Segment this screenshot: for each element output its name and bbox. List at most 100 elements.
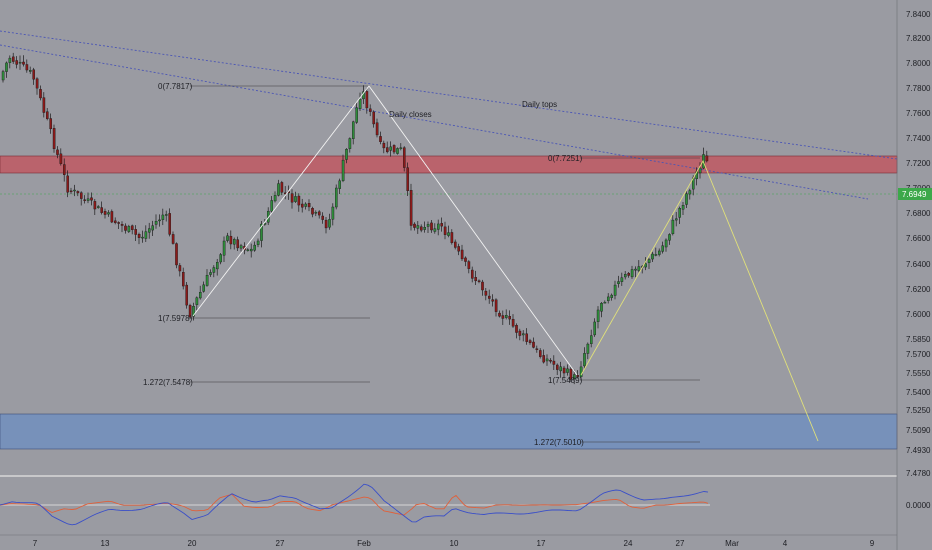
candle-body[interactable]	[467, 261, 471, 269]
candle-body[interactable]	[617, 281, 620, 284]
candle-body[interactable]	[120, 224, 124, 226]
candle-body[interactable]	[474, 277, 478, 282]
candle-body[interactable]	[144, 231, 148, 239]
candle-body[interactable]	[498, 312, 501, 317]
candle-body[interactable]	[681, 205, 685, 210]
candle-body[interactable]	[525, 333, 528, 342]
candle-body[interactable]	[511, 318, 515, 327]
candle-body[interactable]	[566, 368, 569, 373]
candle-body[interactable]	[90, 197, 93, 201]
candle-body[interactable]	[35, 78, 39, 89]
candle-body[interactable]	[253, 244, 257, 251]
candle-body[interactable]	[389, 146, 393, 151]
candle-body[interactable]	[450, 232, 454, 243]
candle-body[interactable]	[559, 366, 562, 372]
candle-body[interactable]	[613, 284, 617, 296]
candle-body[interactable]	[314, 212, 318, 214]
candle-body[interactable]	[471, 269, 474, 279]
candle-body[interactable]	[215, 262, 219, 270]
candle-body[interactable]	[134, 229, 138, 235]
candle-body[interactable]	[651, 253, 654, 260]
candle-body[interactable]	[63, 164, 66, 175]
candle-body[interactable]	[352, 121, 355, 139]
candle-body[interactable]	[76, 191, 80, 194]
candle-body[interactable]	[409, 190, 413, 226]
candle-body[interactable]	[69, 190, 73, 193]
candle-body[interactable]	[297, 195, 301, 206]
candle-body[interactable]	[256, 240, 260, 245]
candle-body[interactable]	[549, 359, 552, 362]
candle-body[interactable]	[464, 257, 467, 262]
candle-body[interactable]	[484, 290, 488, 296]
candle-body[interactable]	[46, 111, 49, 119]
candle-body[interactable]	[49, 118, 52, 130]
candle-body[interactable]	[627, 272, 630, 276]
candle-body[interactable]	[539, 350, 542, 357]
candle-body[interactable]	[331, 206, 335, 220]
candle-body[interactable]	[15, 60, 19, 65]
candle-body[interactable]	[518, 330, 522, 336]
candle-body[interactable]	[232, 239, 236, 245]
candle-body[interactable]	[164, 214, 168, 216]
candle-body[interactable]	[481, 281, 484, 291]
candle-body[interactable]	[454, 241, 457, 248]
candle-body[interactable]	[301, 203, 304, 208]
candle-body[interactable]	[579, 366, 583, 377]
candle-body[interactable]	[542, 355, 545, 363]
candle-body[interactable]	[528, 340, 532, 343]
candle-body[interactable]	[39, 89, 42, 99]
candle-body[interactable]	[107, 212, 110, 215]
candle-body[interactable]	[130, 225, 134, 230]
candle-body[interactable]	[647, 259, 651, 263]
candle-body[interactable]	[668, 234, 671, 241]
candle-body[interactable]	[137, 234, 141, 238]
candle-body[interactable]	[311, 208, 314, 215]
candle-body[interactable]	[447, 232, 450, 236]
trendline-daily-closes[interactable]	[0, 44, 869, 200]
candle-body[interactable]	[83, 199, 86, 201]
candle-body[interactable]	[416, 225, 420, 229]
candle-body[interactable]	[494, 299, 498, 312]
candle-body[interactable]	[56, 149, 59, 155]
candle-body[interactable]	[372, 111, 376, 125]
candle-body[interactable]	[151, 225, 155, 231]
candle-body[interactable]	[141, 236, 144, 239]
candle-body[interactable]	[73, 189, 76, 192]
candle-body[interactable]	[66, 175, 69, 193]
candle-body[interactable]	[586, 343, 590, 354]
candle-body[interactable]	[348, 138, 352, 149]
candle-body[interactable]	[562, 367, 566, 374]
candle-body[interactable]	[630, 269, 634, 278]
candle-body[interactable]	[607, 296, 610, 301]
candle-body[interactable]	[583, 353, 586, 367]
candle-body[interactable]	[379, 136, 382, 142]
candle-body[interactable]	[532, 341, 535, 348]
candle-body[interactable]	[96, 206, 100, 208]
candle-body[interactable]	[545, 358, 549, 362]
candle-body[interactable]	[658, 250, 661, 255]
candle-body[interactable]	[403, 147, 406, 168]
candle-body[interactable]	[32, 69, 35, 80]
candle-body[interactable]	[321, 215, 325, 220]
candle-body[interactable]	[437, 223, 440, 230]
candle-body[interactable]	[515, 325, 518, 333]
candle-body[interactable]	[358, 99, 362, 109]
candle-body[interactable]	[338, 180, 342, 189]
candle-body[interactable]	[423, 227, 427, 230]
candle-body[interactable]	[273, 195, 277, 202]
candle-body[interactable]	[1, 71, 5, 81]
candle-body[interactable]	[501, 315, 505, 319]
candle-body[interactable]	[698, 167, 702, 174]
candle-body[interactable]	[124, 225, 127, 231]
candle-body[interactable]	[413, 223, 416, 228]
candle-body[interactable]	[593, 321, 596, 336]
candle-body[interactable]	[212, 267, 216, 273]
candle-body[interactable]	[86, 198, 90, 201]
candle-body[interactable]	[355, 107, 359, 123]
time-axis[interactable]: 7 13 20 27 Feb 10 17 24 27 Mar 4 9	[33, 539, 875, 548]
candle-body[interactable]	[335, 187, 338, 208]
candle-body[interactable]	[375, 122, 379, 136]
candle-body[interactable]	[600, 302, 603, 312]
candle-body[interactable]	[345, 148, 348, 160]
candle-body[interactable]	[100, 207, 103, 213]
